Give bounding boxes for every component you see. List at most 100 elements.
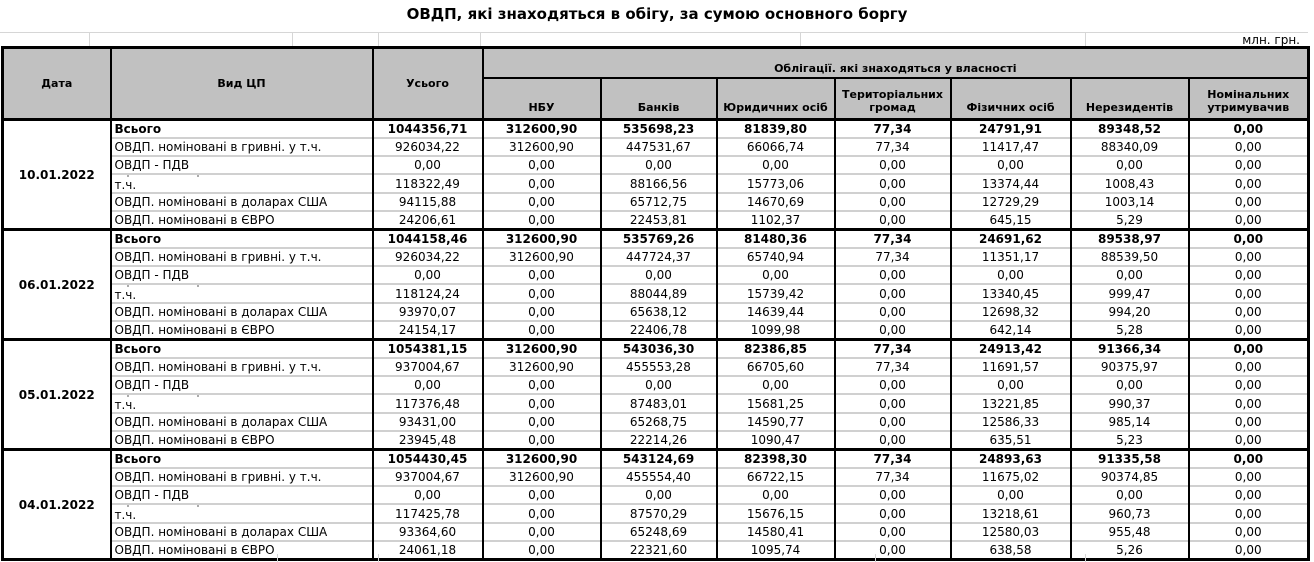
value-cell: 312600,90 [481, 467, 602, 486]
value-cell: 65740,94 [715, 247, 836, 266]
value-cell: 12586,33 [949, 412, 1072, 431]
value-cell: 90375,97 [1069, 357, 1190, 376]
value-cell: 0,00 [715, 375, 836, 394]
value-cell: 77,34 [833, 357, 952, 376]
value-cell: 0,00 [1187, 192, 1310, 211]
row-label: ОВДП. номіновані в доларах США [109, 522, 374, 541]
value-cell: 77,34 [833, 338, 952, 358]
value-cell: 65638,12 [599, 302, 718, 321]
value-cell: 0,00 [833, 302, 952, 321]
value-cell: 77,34 [833, 118, 952, 138]
value-cell: 0,00 [481, 540, 602, 560]
value-cell: 535698,23 [599, 118, 718, 138]
value-cell: 87483,01 [599, 393, 718, 413]
value-cell: 312600,90 [481, 247, 602, 266]
table-row: т.ч. 118124,24 0,00 88044,89 15739,42 0,00 133… [3, 283, 1310, 303]
value-cell: 0,00 [715, 265, 836, 284]
col-header-individuals: Фізичних осіб [949, 76, 1072, 121]
value-cell: 13221,85 [949, 393, 1072, 413]
value-cell: 94115,88 [371, 192, 484, 211]
value-cell: 455553,28 [599, 357, 718, 376]
row-label: ОВДП - ПДВ [109, 485, 374, 504]
table-row: ОВДП. номіновані в гривні. у т.ч. 926034,… [3, 247, 1310, 266]
value-cell: 1054430,45 [371, 448, 484, 468]
value-cell: 5,26 [1069, 540, 1190, 560]
value-cell: 1090,47 [715, 430, 836, 450]
value-cell: 1003,14 [1069, 192, 1190, 211]
value-cell: 0,00 [1187, 210, 1310, 230]
page-title: ОВДП, які знаходяться в обігу, за сумою … [406, 5, 908, 23]
table-row: 04.01.2022 Всього 1054430,45 312600,90 54312… [1, 448, 1310, 560]
value-cell: 0,00 [1187, 485, 1310, 504]
value-cell: 0,00 [833, 393, 952, 413]
value-cell: 5,28 [1069, 320, 1190, 340]
value-cell: 77,34 [833, 137, 952, 156]
value-cell: 5,23 [1069, 430, 1190, 450]
value-cell: 994,20 [1069, 302, 1190, 321]
value-cell: 0,00 [1069, 375, 1190, 394]
value-cell: 985,14 [1069, 412, 1190, 431]
table-row: 06.01.2022 Всього 1044158,46 312600,90 53576… [1, 228, 1310, 340]
value-cell: 0,00 [715, 155, 836, 174]
value-cell: 24913,42 [949, 338, 1072, 358]
value-cell: 22214,26 [599, 430, 718, 450]
value-cell: 447531,67 [599, 137, 718, 156]
value-cell: 0,00 [833, 412, 952, 431]
value-cell: 0,00 [833, 503, 952, 523]
value-cell: 0,00 [1187, 228, 1310, 248]
value-cell: 0,00 [1187, 137, 1310, 156]
value-cell: 93970,07 [371, 302, 484, 321]
table-row: ОВДП. номіновані в доларах США 93970,07 0,… [3, 302, 1310, 321]
value-cell: 543036,30 [599, 338, 718, 358]
value-cell: 455554,40 [599, 467, 718, 486]
value-cell: 65268,75 [599, 412, 718, 431]
value-cell: 77,34 [833, 228, 952, 248]
gridline [480, 33, 481, 47]
value-cell: 90374,85 [1069, 467, 1190, 486]
value-cell: 0,00 [481, 283, 602, 303]
value-cell: 999,47 [1069, 283, 1190, 303]
table-row: ОВДП. номіновані в гривні. у т.ч. 937004,… [3, 467, 1310, 486]
gridline-band-bottom [0, 554, 1308, 562]
value-cell: 118124,24 [371, 283, 484, 303]
value-cell: 14670,69 [715, 192, 836, 211]
value-cell: 12580,03 [949, 522, 1072, 541]
value-cell: 0,00 [1187, 522, 1310, 541]
row-label: Всього [109, 228, 374, 248]
value-cell: 0,00 [1187, 412, 1310, 431]
table-row: ОВДП. номіновані в ЄВРО 23945,48 0,00 22214… [3, 430, 1310, 450]
row-label: ОВДП - ПДВ [109, 265, 374, 284]
value-cell: 635,51 [949, 430, 1072, 450]
gridline [277, 554, 278, 562]
value-cell: 0,00 [1187, 247, 1310, 266]
row-label: Всього [109, 118, 374, 138]
value-cell: 82398,30 [715, 448, 836, 468]
value-cell: 0,00 [833, 522, 952, 541]
value-cell: 0,00 [833, 540, 952, 560]
value-cell: 312600,90 [481, 448, 602, 468]
table-body: 10.01.2022 Всього 1044356,71 312600,90 53569… [1, 118, 1310, 560]
value-cell: 0,00 [481, 522, 602, 541]
value-cell: 0,00 [371, 155, 484, 174]
value-cell: 937004,67 [371, 467, 484, 486]
row-label: ОВДП. номіновані в ЄВРО [109, 210, 374, 230]
value-cell: 926034,22 [371, 247, 484, 266]
value-cell: 0,00 [371, 485, 484, 504]
col-header-legal-entities: Юридичних осіб [715, 76, 836, 121]
value-cell: 12698,32 [949, 302, 1072, 321]
value-cell: 0,00 [949, 485, 1072, 504]
value-cell: 11351,17 [949, 247, 1072, 266]
value-cell: 312600,90 [481, 228, 602, 248]
value-cell: 81480,36 [715, 228, 836, 248]
gridline [89, 33, 90, 47]
value-cell: 24893,63 [949, 448, 1072, 468]
value-cell: 15676,15 [715, 503, 836, 523]
value-cell: 0,00 [1187, 375, 1310, 394]
value-cell: 0,00 [481, 173, 602, 193]
value-cell: 0,00 [481, 265, 602, 284]
value-cell: 66705,60 [715, 357, 836, 376]
value-cell: 960,73 [1069, 503, 1190, 523]
value-cell: 14639,44 [715, 302, 836, 321]
value-cell: 0,00 [1187, 540, 1310, 560]
date-cell: 06.01.2022 [1, 228, 112, 340]
